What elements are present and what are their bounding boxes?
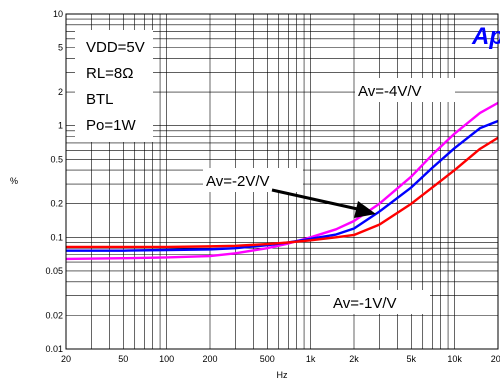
annotation-arrow [271,188,376,218]
y-tick-label: 0.02 [45,310,63,320]
y-tick-label: 1 [58,121,63,131]
x-tick-label: 1k [306,354,316,364]
series-line-1 [66,119,499,252]
arrow-shaft [271,188,363,212]
condition-mode: BTL [86,91,114,108]
y-tick-label: 0.5 [50,154,63,164]
x-tick-label: 50 [118,354,128,364]
x-tick-label: 20k [491,354,500,364]
annotation-av1: Av=-1V/V [333,295,397,312]
x-tick-label: 2k [349,354,359,364]
series-line-2 [66,136,499,249]
x-tick-label: 500 [260,354,275,364]
condition-rl: RL=8Ω [86,65,134,82]
condition-po: Po=1W [86,117,136,134]
x-axis-label: Hz [277,370,288,380]
x-tick-label: 20 [61,354,71,364]
annotation-av4-background [355,78,455,102]
y-tick-label: 0.2 [50,199,63,209]
x-tick-label: 100 [159,354,174,364]
plot-frame [65,13,499,350]
y-tick-label: 0.01 [45,344,63,354]
ap-logo: Ap [471,23,500,50]
condition-vdd: VDD=5V [86,39,145,56]
y-tick-label: 0.1 [50,232,63,242]
tick-labels: 20 50 100 200 500 1k 2k 5k 10k 20k 0.01 0.02 0.05 0.1… [45,9,500,364]
arrow-head [354,201,376,218]
y-tick-label: 5 [58,43,63,53]
series-layer [65,101,499,261]
y-tick-label: 2 [58,87,63,97]
x-tick-label: 200 [202,354,217,364]
annotation-av1-background [330,290,430,314]
y-tick-label: 0.05 [45,266,63,276]
y-tick-label: 10 [53,9,63,19]
series-line-0 [65,101,499,261]
annotation-av2: Av=-2V/V [206,173,270,190]
y-axis-label: % [10,176,18,186]
conditions-box-background [75,30,153,142]
x-tick-label: 5k [407,354,417,364]
conditions-box: VDD=5V RL=8Ω BTL Po=1W [75,30,153,142]
annotation-av2-background [203,168,303,192]
annotation-av4: Av=-4V/V [358,83,422,100]
x-tick-label: 10k [447,354,462,364]
